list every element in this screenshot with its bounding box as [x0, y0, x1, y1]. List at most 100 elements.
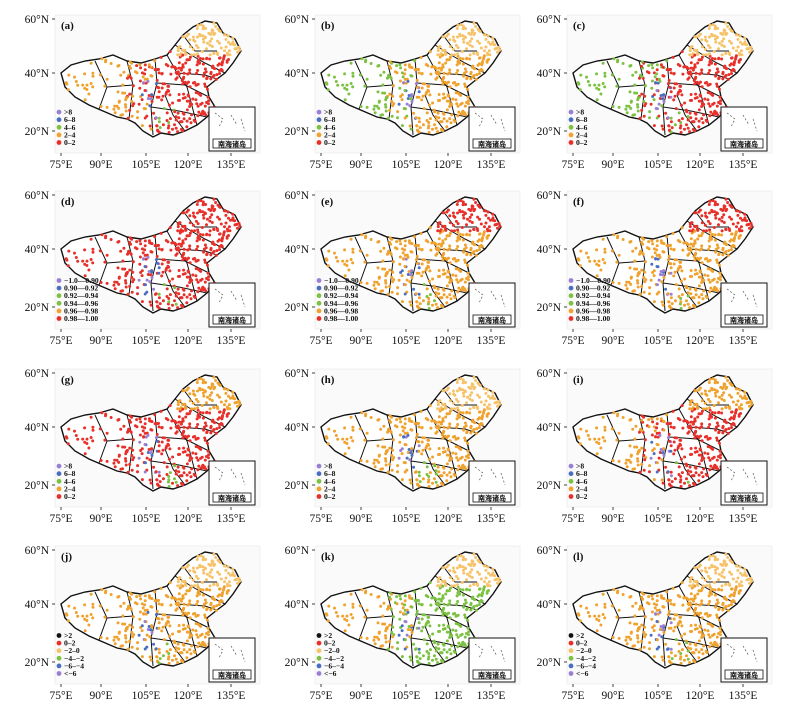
station-dot	[723, 242, 726, 245]
station-dot	[128, 240, 132, 244]
station-dot	[157, 95, 161, 99]
station-dot	[121, 267, 125, 271]
station-dot	[149, 303, 153, 307]
station-dot	[119, 249, 123, 253]
station-dot	[436, 49, 440, 53]
station-dot	[447, 270, 451, 274]
station-dot	[205, 87, 209, 91]
station-dot	[364, 60, 367, 64]
station-dot	[376, 595, 380, 599]
station-dot	[186, 72, 190, 76]
station-dot	[610, 427, 614, 431]
station-dot	[206, 41, 209, 45]
station-dot	[441, 465, 445, 469]
station-dot	[442, 251, 446, 255]
south-china-sea-inset: 南海诸岛	[208, 282, 256, 328]
station-dot	[453, 584, 456, 588]
station-dot	[161, 625, 165, 629]
station-dot	[178, 452, 182, 456]
station-dot	[417, 449, 421, 453]
station-dot	[391, 270, 395, 274]
station-dot	[642, 99, 646, 103]
station-dot	[662, 428, 666, 432]
station-dot	[474, 379, 478, 382]
station-dot	[343, 617, 347, 621]
station-dot	[450, 278, 454, 282]
station-dot	[196, 267, 200, 271]
station-dot	[215, 427, 219, 431]
station-dot	[496, 581, 499, 585]
station-dot	[647, 425, 651, 429]
station-dot	[209, 77, 213, 81]
legend-swatch	[56, 278, 62, 283]
station-dot	[595, 452, 599, 456]
station-dot	[491, 396, 494, 399]
station-dot	[199, 624, 203, 628]
station-dot	[210, 559, 214, 563]
station-dot	[597, 437, 601, 441]
station-dot	[704, 294, 708, 298]
station-dot	[193, 257, 197, 260]
station-dot	[617, 77, 621, 81]
station-dot	[420, 603, 424, 606]
station-dot	[185, 565, 189, 569]
x-tick-label: 75°E	[561, 159, 584, 171]
station-dot	[209, 426, 213, 430]
station-dot	[209, 608, 213, 612]
station-dot	[125, 272, 129, 276]
station-dot	[466, 449, 470, 453]
province-boundary	[366, 260, 394, 264]
station-dot	[196, 591, 200, 595]
station-dot	[678, 264, 682, 268]
station-dot	[181, 613, 185, 617]
station-dot	[238, 48, 242, 52]
station-dot	[434, 598, 438, 602]
station-dot	[670, 302, 674, 306]
station-dot	[154, 647, 158, 651]
station-dot	[671, 409, 675, 413]
station-dot	[187, 270, 191, 274]
station-dot	[410, 605, 414, 609]
station-dot	[476, 239, 480, 243]
station-dot	[703, 97, 707, 101]
station-dot	[669, 474, 673, 478]
station-dot	[422, 107, 426, 111]
station-dot	[425, 295, 429, 298]
station-dot	[216, 594, 220, 598]
station-dot	[585, 75, 588, 79]
station-dot	[396, 116, 399, 120]
station-dot	[441, 580, 445, 584]
station-dot	[196, 82, 200, 86]
station-dot	[130, 290, 134, 294]
station-dot	[439, 127, 443, 131]
station-dot	[182, 247, 186, 251]
station-dot	[715, 260, 719, 264]
station-dot	[188, 392, 192, 396]
station-dot	[98, 604, 102, 608]
station-dot	[456, 54, 460, 58]
station-dot	[713, 238, 717, 242]
station-dot	[157, 621, 161, 625]
station-dot	[205, 578, 208, 582]
station-dot	[689, 237, 693, 241]
station-dot	[471, 75, 475, 79]
station-dot	[428, 117, 432, 121]
station-dot	[146, 451, 150, 454]
station-dot	[351, 602, 355, 606]
station-dot	[417, 296, 421, 300]
station-dot	[700, 105, 704, 108]
station-dot	[386, 470, 390, 474]
province-boundary	[442, 34, 477, 52]
station-dot	[74, 434, 78, 437]
station-dot	[707, 247, 711, 251]
station-dot	[657, 456, 661, 460]
station-dot	[691, 127, 695, 131]
station-dot	[379, 249, 383, 253]
station-dot	[634, 424, 638, 428]
station-dot	[421, 436, 425, 440]
station-dot	[121, 437, 125, 441]
station-dot	[205, 441, 209, 445]
y-tick-label: 20°N	[285, 480, 310, 492]
station-dot	[196, 60, 200, 64]
station-dot	[212, 33, 216, 37]
